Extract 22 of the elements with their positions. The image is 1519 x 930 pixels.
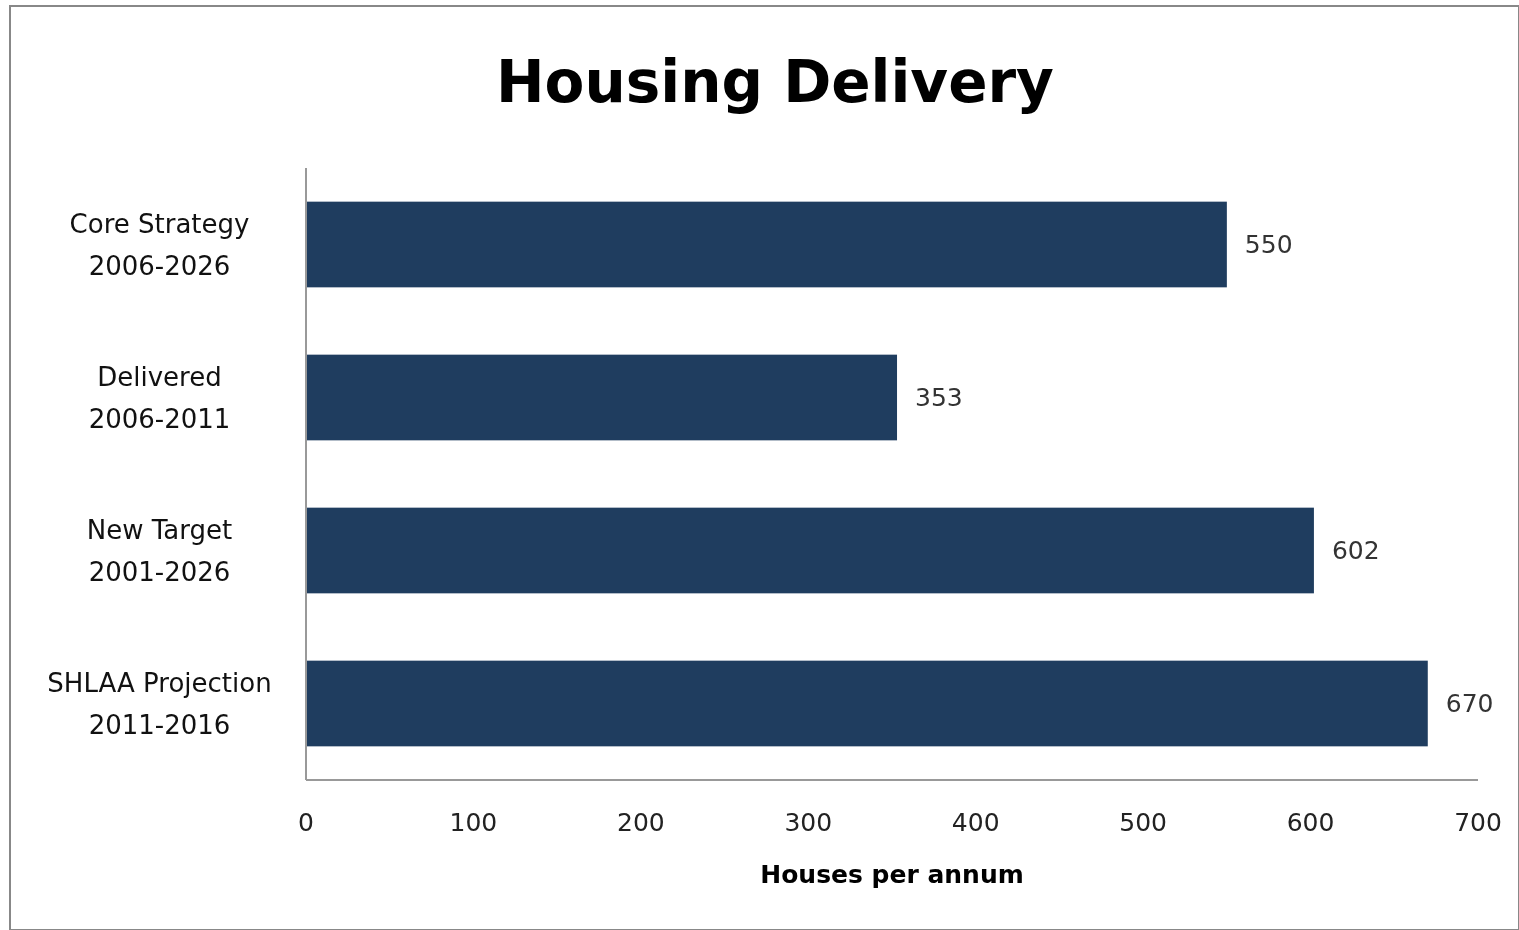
data-label: 602	[1331, 536, 1380, 565]
bar	[306, 507, 1314, 594]
y-tick-label: New Target 2001-2026	[86, 514, 233, 587]
x-tick-label: 0	[298, 807, 314, 837]
y-tick-label: Core Strategy 2006-2026	[69, 208, 250, 281]
bar	[306, 201, 1227, 288]
y-tick-label: SHLAA Projection 2011-2016	[47, 667, 272, 740]
y-tick-label: Delivered 2006-2011	[88, 361, 231, 434]
bar	[306, 354, 898, 441]
x-tick-label: 100	[449, 807, 498, 837]
x-tick-label: 200	[617, 807, 665, 837]
x-tick-label: 500	[1119, 807, 1167, 837]
data-label: 353	[915, 383, 963, 412]
x-tick-label: 300	[784, 807, 833, 837]
x-tick-label: 600	[1286, 807, 1335, 837]
bar	[306, 660, 1428, 747]
data-label: 670	[1445, 689, 1494, 718]
x-axis-title: Houses per annum	[760, 859, 1024, 889]
data-label: 550	[1244, 230, 1293, 259]
x-tick-label: 700	[1454, 807, 1502, 837]
x-tick-label: 400	[951, 807, 1000, 837]
chart-title: Housing Delivery	[496, 48, 1054, 116]
